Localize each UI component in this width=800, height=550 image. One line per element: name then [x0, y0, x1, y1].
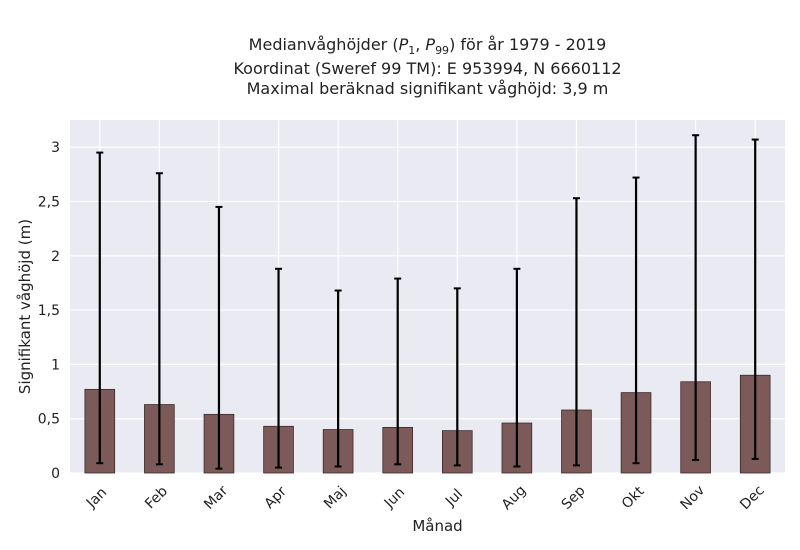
- error-bar-apr: [275, 267, 283, 469]
- x-tick-label: Dec: [737, 483, 767, 513]
- chart-title-line-1: Medianvåghöjder (P1, P99) för år 1979 - …: [248, 35, 607, 58]
- error-bar-feb: [155, 172, 163, 466]
- error-bar-jan: [96, 151, 104, 465]
- y-tick-label: 0,5: [38, 412, 60, 428]
- y-tick-label: 1,5: [38, 303, 60, 319]
- error-bar-nov: [692, 134, 700, 461]
- plot-area: [70, 120, 785, 473]
- x-tick-label: Sep: [559, 483, 589, 513]
- y-axis-label: Signifikant våghöjd (m): [16, 219, 34, 394]
- y-tick-label: 2,5: [38, 194, 60, 210]
- x-tick-label: Apr: [261, 483, 290, 512]
- title-p99-symbol: P: [425, 35, 436, 54]
- title-suffix: ) för år 1979 - 2019: [449, 35, 607, 54]
- error-bar-okt: [632, 176, 640, 465]
- x-tick-label: Mar: [201, 483, 231, 513]
- x-tick-label: Jun: [381, 484, 408, 511]
- error-bar-dec: [751, 138, 759, 460]
- title-prefix: Medianvåghöjder (: [248, 35, 399, 54]
- x-tick-label: Maj: [321, 483, 350, 512]
- error-bars: [96, 134, 759, 470]
- error-bar-aug: [513, 267, 521, 468]
- title-p1-subscript: 1: [408, 44, 416, 58]
- error-bar-mar: [215, 205, 223, 470]
- x-tick-label: Feb: [142, 483, 171, 512]
- x-axis-label: Månad: [412, 517, 462, 535]
- error-bar-jun: [394, 277, 402, 466]
- y-tick-label: 3: [51, 140, 60, 156]
- chart-title-line-2: Koordinat (Sweref 99 TM): E 953994, N 66…: [233, 59, 622, 78]
- error-bar-maj: [334, 289, 342, 468]
- error-bar-jul: [453, 287, 461, 467]
- x-tick-label: Aug: [499, 483, 530, 514]
- x-tick-label: Jul: [442, 486, 466, 510]
- y-tick-label: 2: [51, 249, 60, 265]
- y-tick-label: 0: [51, 466, 60, 482]
- title-p1-symbol: P: [398, 35, 409, 54]
- x-tick-label: Okt: [619, 483, 648, 512]
- x-tick-label: Jan: [83, 485, 110, 512]
- error-bar-sep: [572, 197, 580, 467]
- y-gridlines: [70, 146, 785, 474]
- y-tick-labels: 0 0,5 1 1,5 2 2,5 3: [38, 140, 60, 482]
- x-tick-labels: Jan Feb Mar Apr Maj Jun Jul Aug Sep Okt Nov Dec: [83, 483, 768, 514]
- chart-title-line-3: Maximal beräknad signifikant våghöjd: 3,…: [246, 79, 609, 98]
- y-tick-label: 1: [51, 357, 60, 373]
- title-p99-subscript: 99: [435, 44, 450, 58]
- x-tick-label: Nov: [677, 483, 708, 514]
